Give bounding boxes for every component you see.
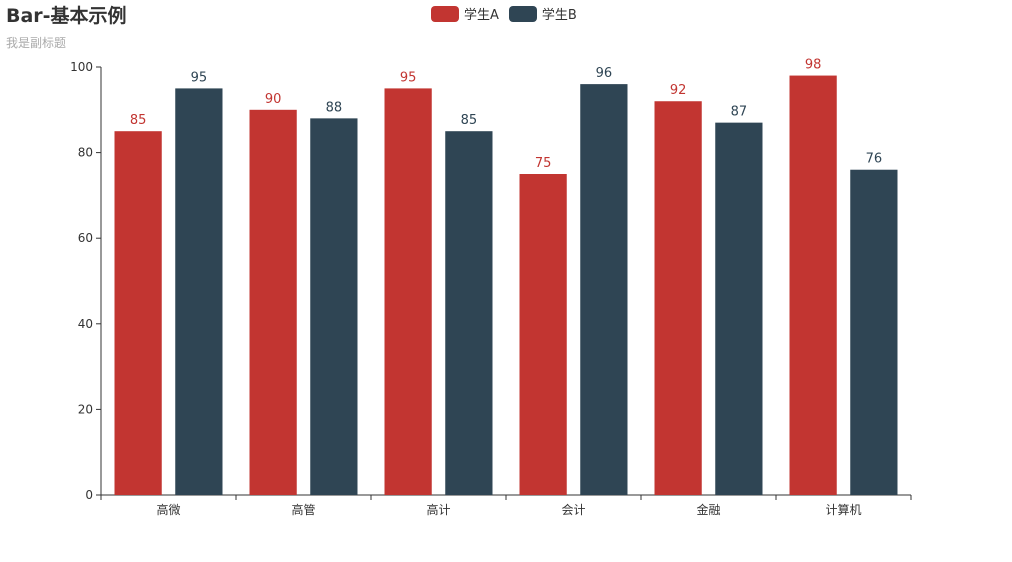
legend-swatch-series-b [508,5,537,22]
chart-subtitle: 我是副标题 [6,36,67,50]
x-tick-label: 会计 [561,503,585,517]
bar [175,88,223,496]
bar [114,131,162,495]
bar-value-label: 87 [731,105,748,120]
legend-item-series-b[interactable]: 学生B [508,4,577,23]
x-tick-label: 高管 [291,502,315,517]
legend-label-series-a: 学生A [464,8,499,23]
bar-value-label: 96 [596,66,613,81]
bar-value-label: 76 [866,152,883,167]
legend-item-series-a[interactable]: 学生A [431,4,499,23]
bar [580,84,628,496]
y-tick-label: 80 [78,146,93,160]
bar-value-label: 85 [461,113,478,128]
bar [789,75,837,495]
bar-value-label: 88 [326,100,343,115]
bar [654,101,702,496]
bar [310,118,358,496]
y-tick-label: 0 [85,488,93,502]
bar [445,131,493,495]
bar-value-label: 92 [670,83,687,98]
x-tick-label: 计算机 [825,502,861,517]
bar-value-label: 95 [400,70,417,85]
bar-value-label: 95 [191,70,208,85]
x-tick-label: 高计 [426,502,450,517]
bar [249,109,297,496]
chart-title: Bar-基本示例 [6,5,127,27]
x-tick-label: 高微 [156,502,180,517]
bar [850,169,898,495]
bar [519,174,567,495]
bar [384,88,432,496]
legend-label-series-b: 学生B [541,8,577,23]
bar-value-label: 90 [265,92,282,107]
legend-swatch-series-a [431,5,459,22]
bar-value-label: 98 [805,58,822,73]
y-tick-label: 40 [78,317,93,331]
legend: 学生A 学生B [431,4,577,23]
bar-value-label: 75 [535,156,552,171]
y-tick-label: 60 [78,231,93,245]
bar-value-label: 85 [130,113,147,128]
x-tick-label: 金融 [696,502,720,517]
bar [715,122,763,495]
y-tick-label: 20 [78,402,93,416]
y-tick-label: 100 [70,60,93,74]
